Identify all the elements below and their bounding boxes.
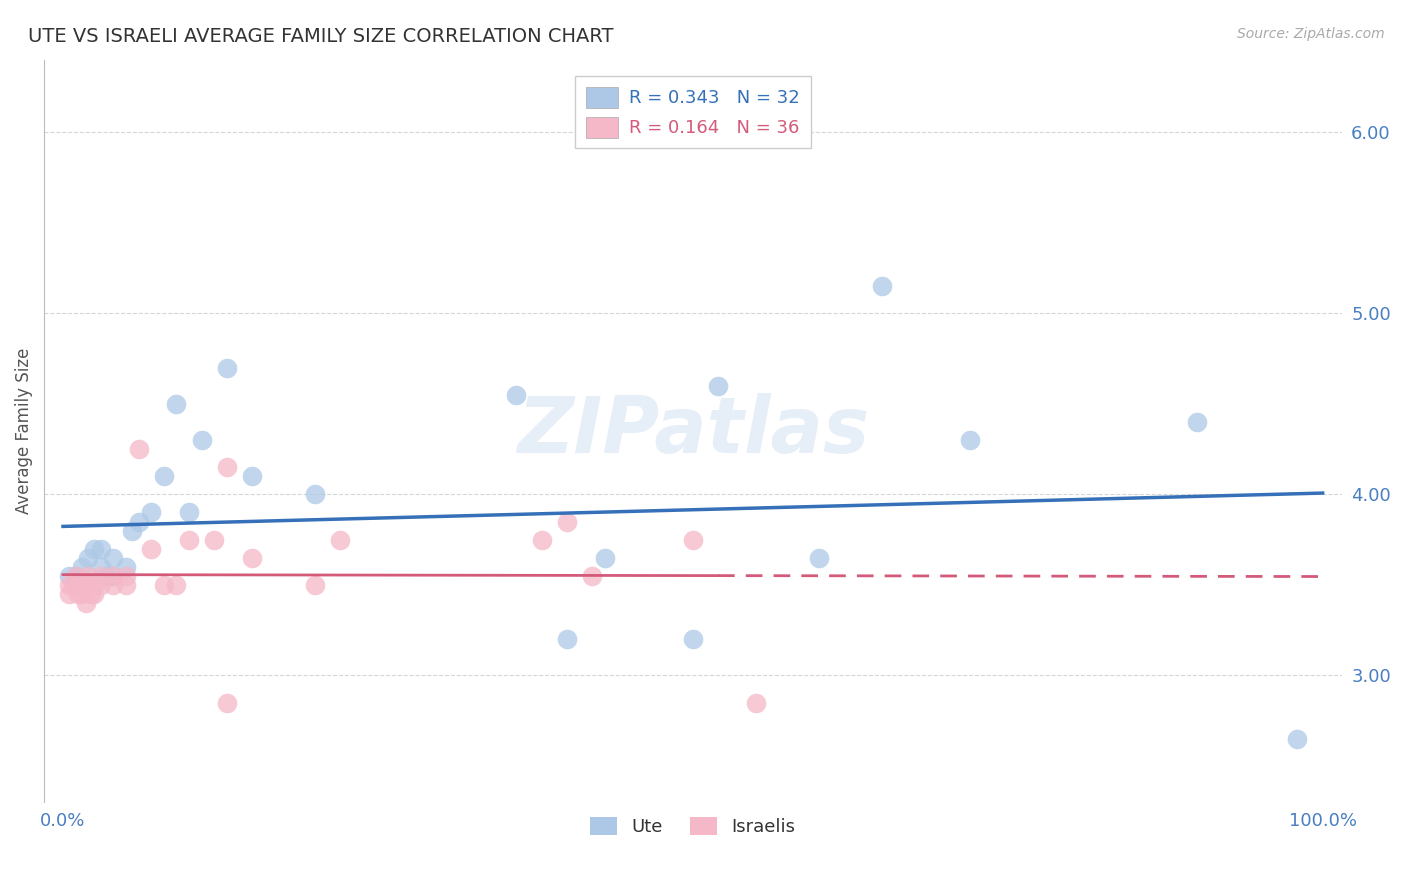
Point xyxy=(115,578,138,592)
Point xyxy=(152,469,174,483)
Point xyxy=(103,578,125,592)
Point xyxy=(1286,731,1309,746)
Point xyxy=(58,578,80,592)
Point xyxy=(141,541,163,556)
Point xyxy=(202,533,225,547)
Point xyxy=(90,541,112,556)
Point xyxy=(190,433,212,447)
Point xyxy=(103,569,125,583)
Point xyxy=(505,387,527,401)
Point xyxy=(77,578,100,592)
Point xyxy=(593,550,616,565)
Point xyxy=(959,433,981,447)
Text: UTE VS ISRAELI AVERAGE FAMILY SIZE CORRELATION CHART: UTE VS ISRAELI AVERAGE FAMILY SIZE CORRE… xyxy=(28,27,613,45)
Point xyxy=(707,378,730,392)
Point xyxy=(67,587,90,601)
Point xyxy=(165,578,187,592)
Point xyxy=(115,569,138,583)
Point xyxy=(65,569,87,583)
Point xyxy=(165,397,187,411)
Point xyxy=(75,596,97,610)
Point xyxy=(240,550,263,565)
Point xyxy=(103,569,125,583)
Point xyxy=(90,578,112,592)
Point xyxy=(70,587,93,601)
Point xyxy=(96,569,118,583)
Point xyxy=(304,578,326,592)
Point xyxy=(90,559,112,574)
Point xyxy=(103,550,125,565)
Point xyxy=(807,550,830,565)
Point xyxy=(215,360,238,375)
Point xyxy=(80,587,103,601)
Point xyxy=(152,578,174,592)
Point xyxy=(77,578,100,592)
Point xyxy=(581,569,603,583)
Point xyxy=(215,696,238,710)
Point xyxy=(555,515,578,529)
Text: Source: ZipAtlas.com: Source: ZipAtlas.com xyxy=(1237,27,1385,41)
Point xyxy=(177,505,200,519)
Point xyxy=(329,533,352,547)
Point xyxy=(1185,415,1208,429)
Point xyxy=(177,533,200,547)
Point xyxy=(115,559,138,574)
Point xyxy=(70,559,93,574)
Point xyxy=(65,578,87,592)
Point xyxy=(128,515,150,529)
Text: ZIPatlas: ZIPatlas xyxy=(516,393,869,469)
Legend: Ute, Israelis: Ute, Israelis xyxy=(581,808,804,846)
Point xyxy=(58,569,80,583)
Point xyxy=(240,469,263,483)
Point xyxy=(141,505,163,519)
Y-axis label: Average Family Size: Average Family Size xyxy=(15,348,32,514)
Point xyxy=(682,533,704,547)
Point xyxy=(62,578,84,592)
Point xyxy=(83,587,105,601)
Point xyxy=(128,442,150,456)
Point xyxy=(870,279,893,293)
Point xyxy=(304,487,326,501)
Point xyxy=(77,550,100,565)
Point xyxy=(83,578,105,592)
Point xyxy=(77,569,100,583)
Point xyxy=(745,696,768,710)
Point xyxy=(65,569,87,583)
Point xyxy=(83,541,105,556)
Point xyxy=(121,524,143,538)
Point xyxy=(530,533,553,547)
Point xyxy=(555,632,578,647)
Point xyxy=(215,460,238,475)
Point xyxy=(70,578,93,592)
Point xyxy=(58,587,80,601)
Point xyxy=(682,632,704,647)
Point xyxy=(90,569,112,583)
